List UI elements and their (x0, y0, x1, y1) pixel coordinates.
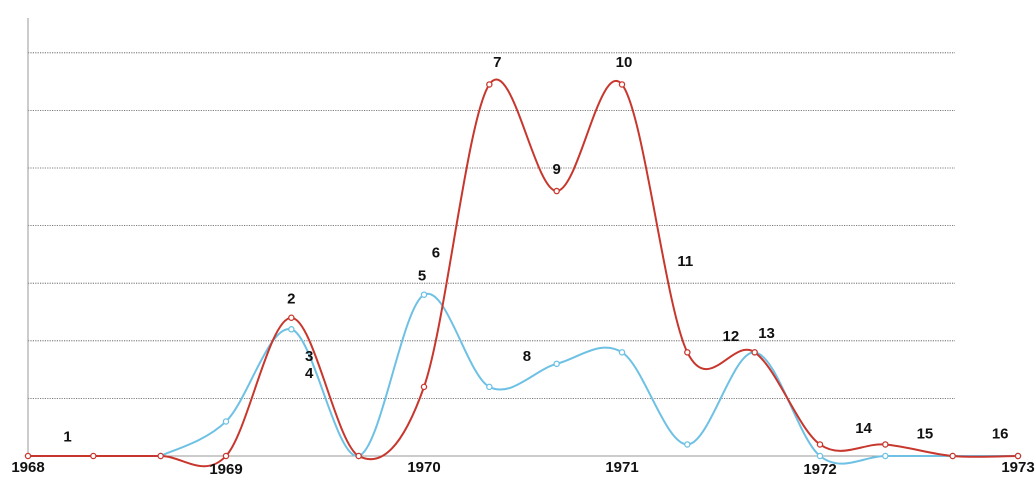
data-label: 5 (418, 267, 426, 284)
data-point-blue (684, 441, 691, 448)
data-point-red (882, 441, 889, 448)
data-point-blue (420, 291, 428, 298)
data-label: 1 (63, 429, 71, 446)
data-point-red (157, 452, 164, 460)
x-tick-label: 1969 (209, 461, 242, 478)
data-point-blue (553, 360, 560, 368)
data-point-red (222, 452, 230, 460)
data-point-blue (486, 383, 493, 391)
data-label: 2 (287, 290, 295, 307)
data-label: 9 (552, 161, 560, 178)
data-point-red (553, 187, 560, 195)
data-point-red (751, 349, 758, 356)
data-point-red (355, 452, 362, 460)
data-point-red (949, 452, 956, 460)
series-group (28, 78, 1019, 468)
data-label: 8 (523, 348, 531, 365)
x-tick-label: 1971 (605, 459, 638, 476)
x-tick-label: 1968 (11, 459, 44, 476)
data-point-red (618, 81, 626, 88)
gridlines (28, 52, 955, 399)
data-label: 16 (992, 426, 1009, 443)
data-label: 12 (723, 328, 740, 345)
x-tick-label: 1970 (407, 459, 440, 476)
series-line-red (28, 78, 1019, 468)
data-label: 7 (493, 54, 501, 71)
data-label: 10 (616, 54, 633, 71)
data-point-red (1014, 452, 1022, 460)
data-point-red (288, 314, 295, 322)
data-point-blue (222, 418, 230, 425)
data-label: 6 (432, 244, 440, 261)
data-point-red (90, 452, 97, 460)
data-point-blue (816, 452, 824, 460)
data-label: 13 (758, 325, 775, 342)
data-point-blue (288, 326, 295, 333)
data-label: 14 (855, 420, 872, 437)
data-label: 15 (917, 426, 934, 443)
x-tick-label: 1973 (1001, 459, 1034, 476)
data-point-red (24, 452, 32, 460)
x-tick-labels: 1968 1969 1970 1971 1972 1973 (11, 459, 1034, 478)
data-point-red (420, 383, 428, 391)
data-point-red (684, 349, 691, 356)
data-label: 11 (677, 253, 693, 270)
data-label: 4 (305, 365, 314, 382)
data-label: 3 (305, 348, 313, 365)
data-point-red (816, 441, 824, 448)
data-point-red (486, 81, 493, 88)
data-point-blue (882, 452, 889, 460)
points-group (24, 81, 1022, 460)
x-tick-label: 1972 (803, 461, 836, 478)
data-point-blue (618, 349, 626, 356)
